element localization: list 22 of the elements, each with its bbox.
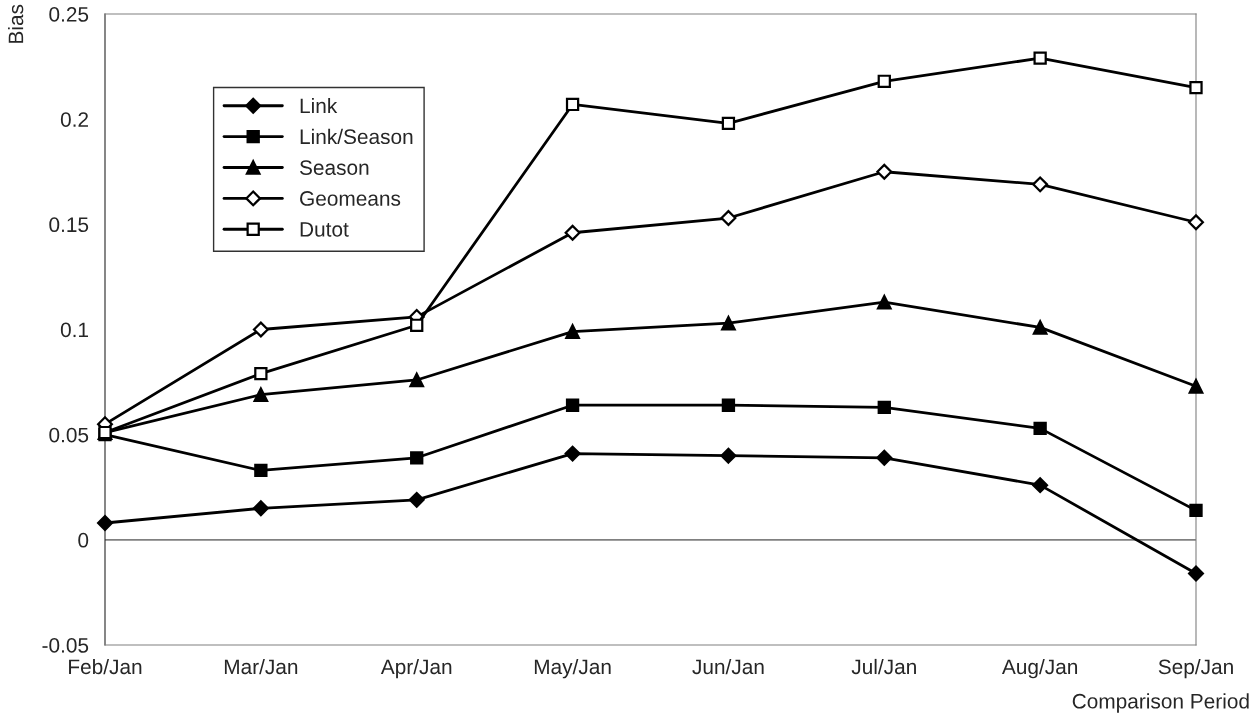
legend-label: Dutot [300,222,349,237]
y-tick-label: 0.15 [49,217,89,233]
legend-label: Season [299,160,369,175]
x-axis-title: Comparison Period [1072,693,1249,713]
y-tick-label: 0.2 [60,112,88,127]
legend-label: Geomeans [300,191,401,206]
y-tick-label: 0.25 [49,7,89,22]
x-tick-label: Jul/Jan [851,658,916,675]
x-tick-label: Feb/Jan [69,658,142,675]
x-tick-label: Mar/Jan [224,658,298,675]
x-tick-label: May/Jan [534,658,611,679]
y-tick-label: -0.05 [42,638,89,653]
y-tick-label: 0.05 [49,427,89,443]
y-axis-title: Bias [8,4,24,43]
x-tick-label: Aug/Jan [1001,658,1078,679]
x-tick-label: Apr/Jan [380,658,452,679]
y-tick-label: 0.1 [60,322,89,338]
y-tick-label: 0 [78,532,89,548]
legend-label: Link/Season [300,128,413,145]
x-tick-label: Sep/Jan [1158,658,1233,679]
x-tick-label: Jun/Jan [692,658,764,675]
legend-label: Link [300,97,338,114]
